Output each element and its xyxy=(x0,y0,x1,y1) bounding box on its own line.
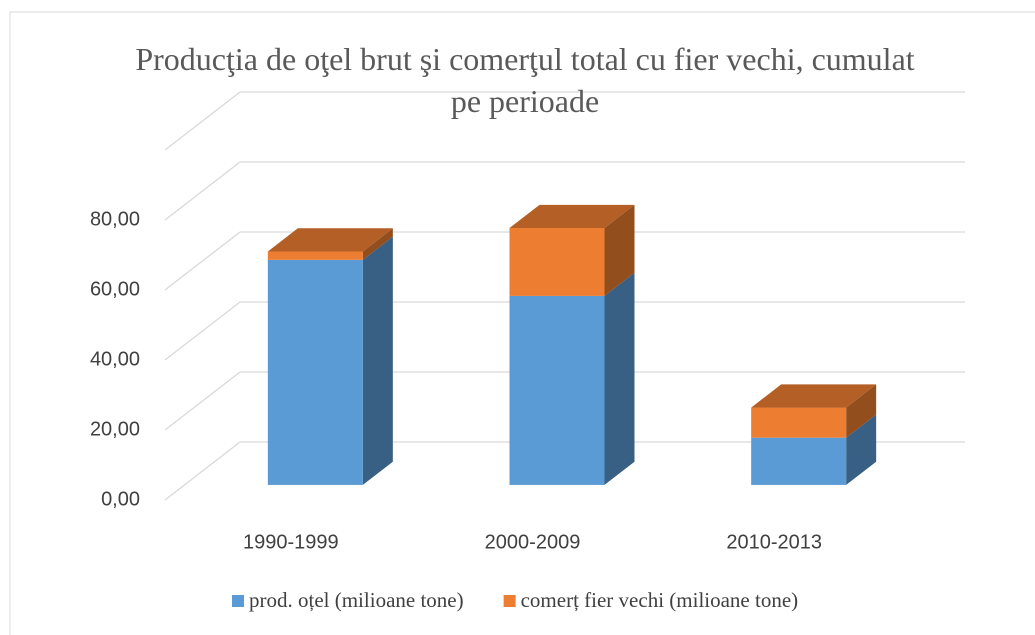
legend-label: prod. oțel (milioane tone) xyxy=(249,588,464,612)
bar xyxy=(267,251,363,260)
grid-line xyxy=(164,161,241,221)
bar xyxy=(509,295,605,485)
bar xyxy=(751,407,847,438)
y-tick-label: 0,00 xyxy=(101,488,140,510)
bar-side xyxy=(846,414,877,485)
y-tick-label: 40,00 xyxy=(90,348,140,370)
grid-line xyxy=(164,371,241,431)
y-tick-label: 20,00 xyxy=(90,418,140,440)
legend-swatch xyxy=(503,595,516,607)
y-tick-label: 80,00 xyxy=(90,208,140,230)
chart-border xyxy=(9,11,1035,635)
bar-side xyxy=(362,228,393,260)
x-tick-label: 2010-2013 xyxy=(726,531,822,553)
y-tick-label: 60,00 xyxy=(90,278,140,300)
legend-label: comerț fier vechi (milioane tone) xyxy=(521,588,799,612)
bar-top xyxy=(751,384,877,408)
bar-side xyxy=(362,236,393,485)
chart-title: Producţia de oţel brut şi comerţul total… xyxy=(135,41,915,119)
grid-line xyxy=(164,441,241,501)
grid-line xyxy=(164,91,241,151)
x-tick-label: 2000-2009 xyxy=(485,531,581,553)
bar xyxy=(509,228,605,296)
grid-line xyxy=(164,231,241,291)
bar xyxy=(751,437,847,485)
bar-top xyxy=(267,228,393,252)
grid-line xyxy=(164,301,241,361)
x-tick-label: 1990-1999 xyxy=(243,531,339,553)
bar-side xyxy=(604,272,635,485)
bar-top xyxy=(509,204,635,229)
legend-swatch xyxy=(232,595,244,607)
bar-side xyxy=(604,204,635,296)
bar xyxy=(267,259,363,485)
bar-side xyxy=(846,384,877,438)
